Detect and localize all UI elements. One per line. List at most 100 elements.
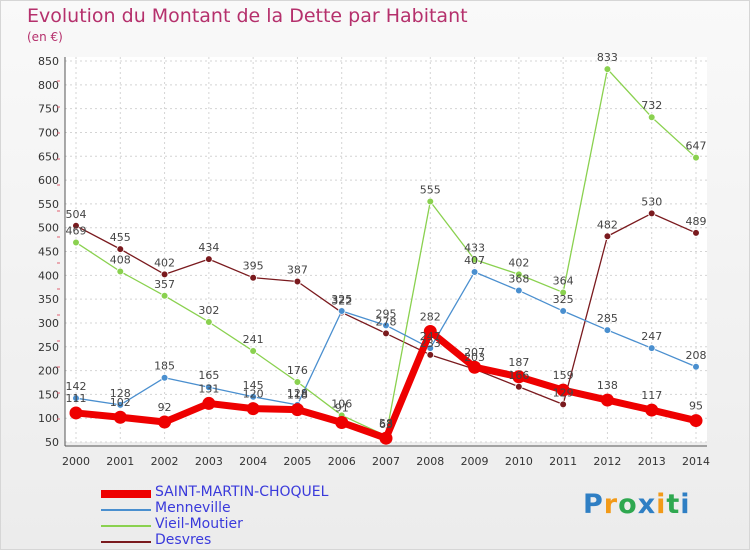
data-point-vieil-moutier: [205, 318, 213, 326]
data-point-desvres: [647, 209, 656, 218]
data-label-desvres: 203: [464, 351, 485, 364]
data-label-desvres: 322: [331, 294, 352, 307]
data-label-saint-martin-choquel: 282: [420, 311, 441, 324]
data-label-vieil-moutier: 106: [331, 397, 352, 410]
data-point-menneville: [382, 321, 390, 330]
data-point-vieil-moutier: [72, 238, 80, 247]
y-tick-label: 850: [38, 55, 59, 68]
legend-label: Vieil-Moutier: [155, 516, 243, 532]
data-point-saint-martin-choquel: [335, 415, 349, 429]
data-label-desvres: 166: [508, 369, 529, 382]
y-tick-label: 800: [38, 79, 59, 92]
proxiti-logo: Proxiti: [583, 489, 691, 520]
data-label-menneville: 295: [376, 307, 397, 320]
data-point-saint-martin-choquel: [246, 402, 260, 416]
data-label-saint-martin-choquel: 117: [641, 389, 662, 402]
data-point-vieil-moutier: [515, 270, 523, 279]
data-label-desvres: 233: [420, 337, 441, 350]
data-point-menneville: [470, 268, 479, 276]
y-tick-label: 650: [38, 150, 59, 163]
data-label-menneville: 128: [287, 387, 308, 400]
data-point-vieil-moutier: [559, 288, 567, 297]
data-label-vieil-moutier: 364: [553, 274, 574, 287]
legend-label: Menneville: [155, 500, 231, 516]
data-label-vieil-moutier: 302: [198, 304, 219, 317]
data-point-menneville: [72, 394, 80, 402]
data-label-saint-martin-choquel: 159: [553, 369, 574, 382]
x-tick-label: 2003: [195, 455, 223, 468]
data-point-desvres: [692, 229, 700, 237]
data-labels: 504 455 402 434 395 387 322 278 233 203 166 129 482 5…: [66, 51, 707, 431]
x-tick-label: 2006: [328, 455, 356, 468]
data-point-saint-martin-choquel: [69, 406, 83, 420]
y-tick-label: 350: [38, 293, 59, 306]
x-tick-label: 2007: [372, 455, 400, 468]
x-tick-label: 2008: [416, 455, 444, 468]
data-point-menneville: [515, 286, 523, 295]
data-label-saint-martin-choquel: 118: [287, 389, 308, 402]
data-label-desvres: 387: [287, 264, 308, 277]
legend-swatch: [101, 490, 151, 498]
data-label-menneville: 325: [331, 293, 352, 306]
y-tick-label: 700: [38, 126, 59, 139]
x-tick-label: 2001: [106, 455, 134, 468]
data-label-vieil-moutier: 241: [243, 333, 264, 346]
legend-swatch: [101, 525, 151, 527]
y-tick-label: 300: [38, 317, 59, 330]
x-tick-label: 2005: [283, 455, 311, 468]
chart-title: Evolution du Montant de la Dette par Hab…: [27, 5, 468, 27]
data-label-menneville: 208: [686, 349, 707, 362]
data-point-desvres: [426, 351, 435, 359]
x-tick-label: 2002: [151, 455, 179, 468]
data-point-vieil-moutier: [603, 65, 612, 73]
data-label-desvres: 530: [641, 195, 662, 208]
logo-letter: i: [656, 489, 667, 520]
data-label-vieil-moutier: 402: [508, 256, 529, 269]
x-tick-label: 2014: [682, 455, 710, 468]
data-label-saint-martin-choquel: 111: [66, 392, 87, 405]
chart-subtitle: (en €): [27, 30, 63, 44]
x-tick-label: 2013: [638, 455, 666, 468]
data-label-menneville: 165: [198, 369, 219, 382]
data-label-menneville: 128: [110, 387, 131, 400]
x-tick-label: 2009: [461, 455, 489, 468]
data-point-vieil-moutier: [426, 197, 435, 206]
data-point-menneville: [647, 344, 656, 352]
data-point-vieil-moutier: [293, 378, 302, 386]
x-tick-label: 2000: [62, 455, 90, 468]
data-point-vieil-moutier: [249, 347, 257, 355]
logo-letter: t: [666, 489, 681, 520]
data-point-vieil-moutier: [160, 291, 169, 300]
y-tick-label: 750: [38, 103, 59, 116]
data-label-saint-martin-choquel: 120: [243, 388, 264, 401]
data-point-vieil-moutier: [470, 255, 479, 264]
data-point-menneville: [559, 307, 567, 315]
data-label-saint-martin-choquel: 187: [508, 356, 529, 369]
data-label-menneville: 407: [464, 254, 485, 267]
data-label-saint-martin-choquel: 131: [198, 382, 219, 395]
data-point-menneville: [205, 383, 213, 392]
data-label-vieil-moutier: 408: [110, 254, 131, 267]
data-point-saint-martin-choquel: [689, 414, 703, 428]
data-point-desvres: [382, 329, 390, 338]
data-label-desvres: 129: [553, 386, 574, 399]
data-label-saint-martin-choquel: 58: [379, 417, 393, 430]
data-label-desvres: 402: [154, 256, 175, 269]
y-tick-label: 600: [38, 174, 59, 187]
data-point-saint-martin-choquel: [379, 431, 393, 445]
data-label-vieil-moutier: 176: [287, 364, 308, 377]
data-point-saint-martin-choquel: [645, 403, 659, 417]
data-point-saint-martin-choquel: [113, 410, 127, 424]
data-label-menneville: 247: [420, 330, 441, 343]
legend-swatch: [101, 541, 151, 543]
logo-letter: x: [637, 489, 657, 520]
data-label-desvres: 489: [686, 215, 707, 228]
data-label-saint-martin-choquel: 207: [464, 346, 485, 359]
logo-letter: o: [618, 489, 638, 520]
data-point-saint-martin-choquel: [423, 325, 437, 339]
data-point-saint-martin-choquel: [512, 370, 526, 384]
data-label-desvres: 278: [376, 315, 397, 328]
data-label-vieil-moutier: 647: [686, 140, 707, 153]
logo-letter: P: [583, 489, 604, 520]
